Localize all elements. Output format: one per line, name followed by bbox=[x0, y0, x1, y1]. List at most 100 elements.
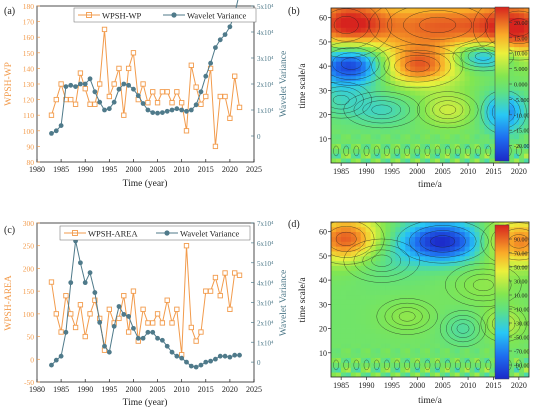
data-point bbox=[217, 93, 223, 100]
data-point bbox=[193, 364, 199, 370]
heat-cell bbox=[375, 138, 381, 145]
heat-cell bbox=[439, 299, 446, 305]
heat-cell bbox=[464, 27, 470, 33]
heat-cell bbox=[380, 109, 386, 115]
heat-cell bbox=[469, 148, 475, 154]
heat-cell bbox=[469, 124, 475, 130]
y-tick-label: 50 bbox=[319, 38, 327, 47]
contour-line bbox=[419, 230, 466, 253]
heat-cell bbox=[489, 114, 495, 120]
heat-cell bbox=[345, 333, 352, 339]
heat-cell bbox=[464, 260, 470, 266]
heat-cell bbox=[464, 280, 470, 286]
heat-cell bbox=[360, 343, 367, 349]
heat-cell bbox=[410, 104, 416, 111]
heat-cell bbox=[425, 51, 431, 57]
heat-cell bbox=[444, 75, 451, 82]
heat-cell bbox=[464, 37, 470, 43]
heat-cell bbox=[519, 323, 525, 329]
heat-cell bbox=[370, 260, 376, 266]
heat-cell bbox=[370, 270, 376, 276]
heat-cell bbox=[355, 95, 362, 101]
heat-cell bbox=[474, 66, 480, 72]
data-point bbox=[198, 362, 204, 368]
heat-cell bbox=[345, 246, 352, 252]
heat-cell bbox=[331, 12, 337, 19]
heat-cell bbox=[400, 56, 406, 62]
data-point bbox=[63, 293, 69, 299]
heat-cell bbox=[519, 104, 525, 111]
heat-cell bbox=[519, 46, 525, 52]
heat-cell bbox=[430, 133, 436, 140]
heat-cell bbox=[509, 148, 515, 154]
heat-cell bbox=[335, 95, 342, 101]
heat-cell bbox=[350, 347, 357, 354]
heat-cell bbox=[449, 231, 456, 237]
heat-cell bbox=[385, 75, 391, 82]
heat-cell bbox=[464, 294, 470, 300]
heat-cell bbox=[335, 284, 342, 291]
heat-cell bbox=[459, 357, 466, 363]
heat-cell bbox=[449, 357, 456, 363]
heat-cell bbox=[434, 41, 441, 48]
data-point bbox=[227, 115, 233, 121]
heat-cell bbox=[425, 231, 431, 237]
data-point bbox=[72, 101, 79, 107]
x-tick-label: 2000 bbox=[409, 167, 425, 176]
heat-cell bbox=[524, 251, 529, 257]
heat-cell bbox=[449, 114, 456, 120]
heat-cell bbox=[331, 75, 337, 82]
heat-cell bbox=[405, 255, 411, 262]
heat-cell bbox=[335, 56, 342, 62]
heat-cell bbox=[514, 133, 520, 140]
heat-cell bbox=[405, 138, 411, 145]
heat-cell bbox=[444, 51, 451, 57]
colorbar-tick-label: -15.00 bbox=[514, 129, 530, 135]
heat-cell bbox=[439, 251, 446, 257]
heat-cell bbox=[390, 347, 396, 354]
heat-cell bbox=[331, 270, 337, 276]
heat-cell bbox=[425, 109, 431, 115]
heat-cell bbox=[514, 367, 520, 373]
heat-cell bbox=[459, 241, 466, 247]
heat-cell bbox=[405, 347, 411, 354]
heat-cell bbox=[519, 138, 525, 145]
heat-cell bbox=[350, 75, 357, 82]
data-point bbox=[169, 107, 175, 113]
heat-cell bbox=[479, 148, 485, 154]
heat-cell bbox=[514, 158, 520, 163]
heat-cell bbox=[449, 265, 456, 271]
heat-cell bbox=[380, 51, 386, 57]
heat-cell bbox=[514, 255, 520, 262]
heat-cell bbox=[410, 129, 416, 135]
heat-cell bbox=[331, 100, 337, 106]
heat-cell bbox=[514, 226, 520, 233]
data-point bbox=[183, 128, 190, 134]
heat-cell bbox=[340, 309, 347, 315]
heat-cell bbox=[430, 231, 436, 237]
heat-cell bbox=[345, 104, 352, 111]
heat-cell bbox=[385, 153, 391, 159]
heat-cell bbox=[340, 299, 347, 305]
heat-cell bbox=[454, 70, 461, 77]
data-point bbox=[53, 128, 59, 134]
heat-cell bbox=[355, 41, 362, 48]
heat-cell bbox=[444, 265, 451, 271]
heat-cell bbox=[370, 352, 376, 359]
heat-cell bbox=[449, 129, 456, 135]
heat-cell bbox=[340, 56, 347, 62]
data-point bbox=[203, 359, 209, 365]
heat-cell bbox=[400, 246, 406, 252]
heat-cell bbox=[464, 80, 470, 86]
heat-cell bbox=[519, 109, 525, 115]
heat-cell bbox=[400, 22, 406, 28]
heat-cell bbox=[434, 148, 441, 154]
heat-cell bbox=[390, 241, 396, 247]
heat-cell bbox=[524, 22, 529, 28]
heat-cell bbox=[514, 251, 520, 257]
heat-cell bbox=[345, 61, 352, 67]
heat-cell bbox=[479, 51, 485, 57]
heat-cell bbox=[365, 46, 371, 52]
heat-cell bbox=[514, 95, 520, 101]
heat-cell bbox=[340, 46, 347, 52]
